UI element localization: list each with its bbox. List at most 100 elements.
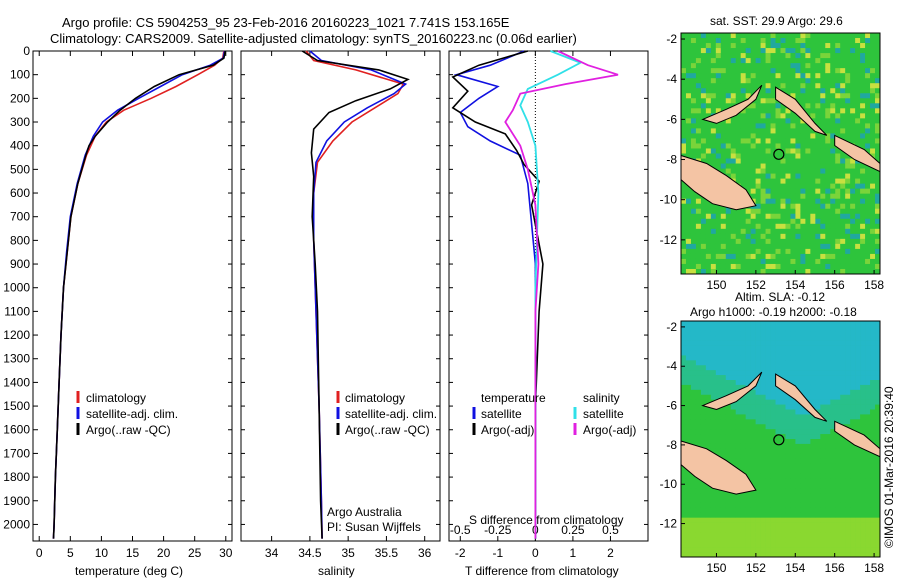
map-cell (865, 178, 871, 184)
map-cell (795, 522, 801, 528)
map-cell (870, 33, 876, 39)
map-cell (810, 532, 816, 538)
map-cell (725, 133, 732, 139)
map-cell (850, 168, 856, 174)
map-cell (750, 218, 756, 225)
map-cell (730, 93, 737, 99)
map-cell (760, 248, 766, 255)
map-cell (860, 325, 866, 332)
map-cell (725, 223, 732, 230)
map-cell (865, 532, 871, 538)
map-cell (825, 429, 831, 435)
map-cell (800, 138, 806, 144)
map-cell (730, 370, 737, 376)
map-cell (685, 93, 692, 99)
map-cell (705, 203, 712, 210)
map-cell (690, 98, 697, 104)
map-cell (695, 365, 702, 371)
map-cell (830, 537, 836, 543)
map-cell (795, 429, 801, 435)
map-cell (715, 552, 722, 558)
map-cell (690, 365, 697, 371)
map-cell (825, 335, 831, 341)
map-cell (855, 350, 861, 356)
map-cell (850, 208, 856, 215)
map-cell (720, 238, 727, 245)
map-cell (785, 399, 791, 405)
map-cell (740, 537, 746, 543)
map-cell (775, 163, 781, 169)
map-cell (860, 53, 866, 59)
map-cell (820, 321, 826, 327)
map-cell (820, 143, 826, 149)
map-cell (850, 228, 856, 235)
map-cell (690, 340, 697, 346)
map-cell (790, 183, 796, 189)
map-cell (780, 547, 786, 553)
map-cell (850, 409, 856, 415)
map-cell (780, 527, 786, 533)
map-cell (770, 143, 776, 149)
map-cell (695, 419, 702, 425)
map-cell (825, 158, 831, 164)
map-cell (720, 228, 727, 235)
map-cell (685, 507, 692, 514)
map-cell (685, 380, 692, 386)
map-cell (810, 463, 816, 469)
map-cell (765, 350, 771, 356)
map-cell (810, 263, 816, 270)
map-cell (705, 218, 712, 225)
legend-s-satellite-label: satellite (583, 407, 624, 421)
map-cell (855, 389, 861, 396)
map-cell (825, 193, 831, 199)
map-cell (765, 345, 771, 351)
map-ytick-label: -6 (666, 399, 677, 413)
map-ytick-label: -10 (660, 193, 678, 207)
map-cell (845, 53, 851, 59)
map-cell (845, 325, 851, 332)
map-cell (790, 414, 796, 420)
map-cell (840, 83, 846, 89)
map-cell (695, 63, 702, 69)
map-cell (815, 78, 821, 84)
map-cell (830, 198, 836, 205)
map-cell (850, 248, 856, 255)
map-cell (710, 213, 717, 220)
map-cell (815, 138, 821, 144)
map-cell (770, 248, 776, 255)
map-cell (790, 429, 796, 435)
map-cell (740, 360, 746, 366)
map-cell (850, 238, 856, 245)
map-cell (820, 243, 826, 250)
map-cell (860, 478, 866, 484)
map-cell (825, 330, 831, 337)
map-cell (681, 552, 687, 558)
map-cell (745, 138, 751, 144)
map-cell (855, 98, 861, 104)
map-cell (695, 394, 702, 400)
map-cell (685, 340, 692, 346)
map-cell (735, 63, 741, 69)
map-cell (835, 133, 841, 139)
map-cell (760, 463, 766, 469)
map-cell (785, 48, 791, 54)
map-cell (800, 78, 806, 84)
annotation-argo-australia: Argo Australia (327, 505, 402, 519)
map-cell (810, 58, 816, 64)
map-cell (840, 547, 846, 553)
map-cell (790, 498, 796, 504)
map-cell (840, 118, 846, 124)
map-cell (690, 507, 697, 514)
map-cell (725, 552, 732, 558)
map-cell (745, 380, 751, 386)
map-cell (705, 88, 712, 94)
map-ytick-label: -10 (660, 477, 678, 491)
map-cell (700, 542, 707, 548)
map-cell (810, 483, 816, 489)
map-cell (785, 448, 791, 455)
map-cell (870, 488, 876, 494)
map-cell (860, 163, 866, 169)
map-cell (760, 439, 766, 445)
map-cell (765, 63, 771, 69)
map-cell (705, 419, 712, 425)
